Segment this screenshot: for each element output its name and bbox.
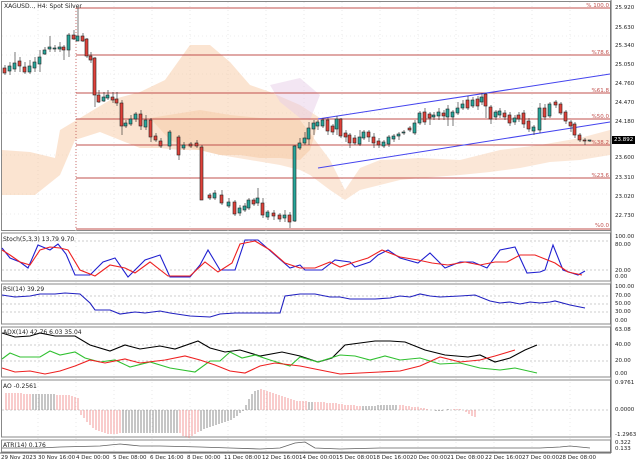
rsi-tick: 70.00: [615, 293, 631, 299]
stoch-label: Stoch(5,3,3) 13.79 9.70: [3, 236, 75, 243]
fib-label-50: %50.0: [591, 114, 609, 120]
time-tick: 20 Dec 00:00: [410, 455, 447, 461]
time-tick: 28 Dec 08:00: [559, 455, 596, 461]
fib-label-100: % 100.0: [586, 3, 609, 9]
fib-label-0: %0.0: [595, 223, 609, 229]
price-tick: 24.760: [615, 81, 635, 87]
time-tick: 4 Dec 00:00: [76, 455, 110, 461]
price-tick: 23.020: [615, 194, 635, 200]
rsi-tick: 0.00: [615, 318, 628, 324]
fib-label-61: %61.8: [591, 88, 609, 94]
price-tick: 23.600: [615, 155, 635, 161]
time-tick: 15 Dec 08:00: [336, 455, 373, 461]
price-tick: 22.730: [615, 213, 635, 219]
awesome-oscillator: [2, 389, 610, 438]
stoch-tick: 100.00: [615, 234, 635, 240]
atr-tick: 0.133: [615, 446, 631, 452]
time-tick: 18 Dec 16:00: [373, 455, 410, 461]
stoch-tick: 20.00: [615, 268, 631, 274]
price-tick: 25.050: [615, 62, 635, 68]
adx-label: ADX(14) 42.76 6.03 35.04: [3, 329, 82, 336]
time-tick: 12 Dec 16:00: [262, 455, 299, 461]
fib-label-38: %38.2: [591, 140, 609, 146]
price-tick: 25.340: [615, 43, 635, 49]
time-tick: 29 Nov 2023: [1, 455, 37, 461]
current-price-tag: 23.892: [612, 136, 636, 144]
time-tick: 11 Dec 08:00: [224, 455, 261, 461]
ichimoku-cloud-a: [2, 45, 320, 195]
rsi-tick: 30.00: [615, 309, 631, 315]
trend-channel: [317, 73, 611, 169]
time-tick: 14 Dec 00:00: [299, 455, 336, 461]
adx-tick: 63.08: [615, 327, 631, 333]
ao-tick: 0.0000: [615, 407, 635, 413]
adx-tick: 0.00: [615, 371, 628, 377]
price-tick: 25.630: [615, 25, 635, 31]
chart-title: XAGUSD.., H4: Spot Silver: [4, 3, 82, 10]
adx-lines: [1, 332, 610, 375]
fibonacci-levels: [76, 7, 610, 230]
atr-tick: 0.322: [615, 440, 631, 446]
ao-tick: -1.2963: [615, 432, 637, 438]
rsi-tick: 50.00: [615, 301, 631, 307]
ao-tick: 0.9761: [615, 380, 635, 386]
rsi-label: RSI(14) 39.29: [3, 286, 45, 293]
time-tick: 27 Dec 00:00: [522, 455, 559, 461]
price-tick: 25.920: [615, 5, 635, 11]
price-tick: 24.470: [615, 100, 635, 106]
price-tick: 24.180: [615, 119, 635, 125]
time-tick: 6 Dec 16:00: [150, 455, 184, 461]
ao-label: AO -0.2561: [3, 383, 37, 390]
stochastic-lines: [1, 239, 610, 278]
ichimoku-cloud-b: [270, 78, 320, 120]
adx-tick: 40.00: [615, 342, 631, 348]
time-tick: 8 Dec 00:00: [187, 455, 221, 461]
time-tick: 22 Dec 16:00: [485, 455, 522, 461]
stoch-tick: 80.00: [615, 242, 631, 248]
atr-label: ATR(14) 0.176: [3, 442, 46, 449]
rsi-tick: 100.00: [615, 284, 635, 290]
adx-tick: 20.00: [615, 358, 631, 364]
fib-label-78: %78.6: [591, 50, 609, 56]
candles: [2, 8, 592, 228]
time-tick: 21 Dec 08:00: [447, 455, 484, 461]
fib-label-23: %23.6: [591, 173, 609, 179]
rsi-line: [1, 292, 610, 318]
atr-line: [2, 441, 591, 450]
stoch-tick: 0.00: [615, 274, 628, 280]
ichimoku-cloud-c: [150, 110, 610, 200]
time-tick: 5 Dec 08:00: [113, 455, 147, 461]
price-tick: 23.310: [615, 175, 635, 181]
time-tick: 30 Nov 16:00: [38, 455, 76, 461]
